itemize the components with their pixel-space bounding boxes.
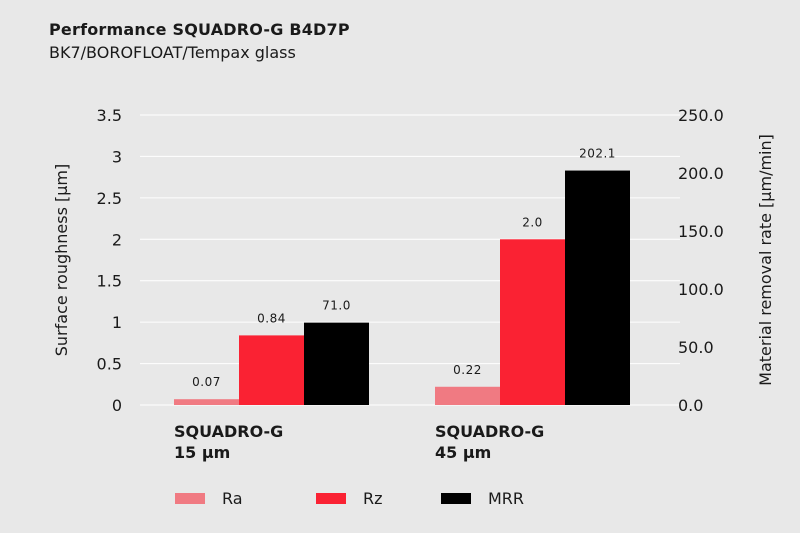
y-tick-label: 1.5 <box>97 272 122 291</box>
data-label-ra-2: 0.22 <box>453 363 482 377</box>
category-label: 15 µm <box>174 443 230 462</box>
chart-subtitle: BK7/BOROFLOAT/Tempax glass <box>49 43 296 62</box>
y-tick-label: 2 <box>112 230 122 249</box>
category-label: 45 µm <box>435 443 491 462</box>
y-tick-label: 1 <box>112 313 122 332</box>
y2-tick-label: 100.0 <box>678 280 724 299</box>
bar-mrr-2 <box>565 170 630 405</box>
bar-rz-1 <box>239 335 304 405</box>
data-label-mrr-1: 71.0 <box>322 299 351 313</box>
category-label: SQUADRO-G <box>435 422 544 441</box>
y-tick-label: 3 <box>112 147 122 166</box>
category-label: SQUADRO-G <box>174 422 283 441</box>
data-label-rz-1: 0.84 <box>257 311 286 325</box>
bar-mrr-1 <box>304 322 369 405</box>
y2-tick-label: 150.0 <box>678 222 724 241</box>
y2-tick-label: 200.0 <box>678 164 724 183</box>
y-tick-label: 2.5 <box>97 189 122 208</box>
bar-rz-2 <box>500 239 565 405</box>
y-tick-label: 0.5 <box>97 355 122 374</box>
y-tick-label: 3.5 <box>97 106 122 125</box>
y2-tick-label: 250.0 <box>678 106 724 125</box>
y-axis-label: Surface roughness [µm] <box>52 164 71 356</box>
y2-tick-label: 0.0 <box>678 396 703 415</box>
data-label-rz-2: 2.0 <box>522 215 543 229</box>
chart-title: Performance SQUADRO-G B4D7P <box>49 20 350 39</box>
y2-tick-label: 50.0 <box>678 338 714 357</box>
y2-axis-label: Material removal rate [µm/min] <box>756 134 775 386</box>
y-tick-label: 0 <box>112 396 122 415</box>
bar-ra-2 <box>435 386 500 405</box>
data-label-ra-1: 0.07 <box>192 375 221 389</box>
bar-ra-1 <box>174 399 239 405</box>
data-label-mrr-2: 202.1 <box>579 147 616 161</box>
